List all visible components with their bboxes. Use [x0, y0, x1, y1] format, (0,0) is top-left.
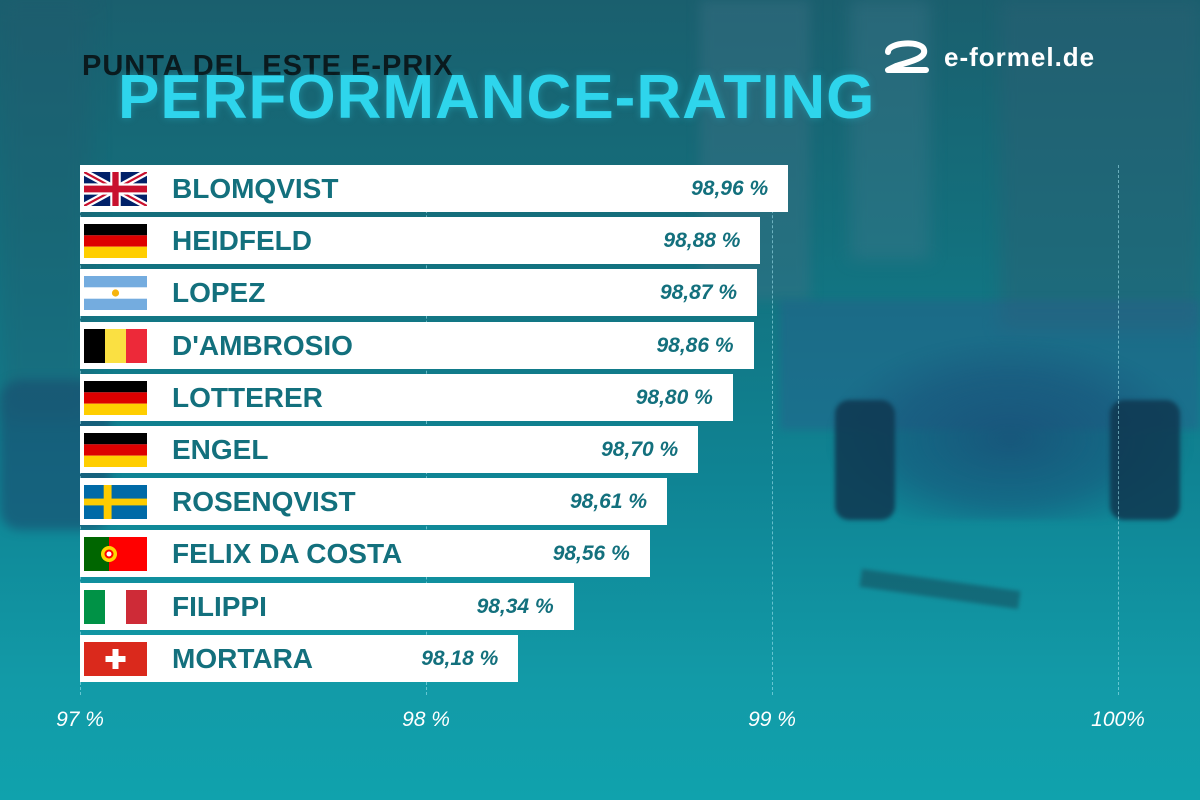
event-subtitle: PUNTA DEL ESTE E-PRIX [82, 50, 454, 82]
x-gridline [772, 165, 773, 695]
portugal-flag [84, 537, 147, 572]
e-formel-logo-icon [885, 40, 929, 73]
bar: LOTTERER 98,80 % [80, 373, 733, 421]
bar-value-label: 98,70 % [601, 438, 679, 461]
x-tick-label: 99 % [748, 708, 796, 731]
x-tick-label: 98 % [402, 708, 450, 731]
x-gridline [1118, 165, 1119, 695]
bar-value-label: 98,96 % [691, 177, 769, 200]
driver-name-label: BLOMQVIST [172, 173, 339, 204]
driver-name-label: ROSENQVIST [172, 486, 356, 518]
bar: HEIDFELD 98,88 % [80, 217, 761, 265]
uk-flag [84, 172, 147, 206]
bar-value-label: 98,86 % [656, 333, 734, 357]
germany-flag [84, 224, 147, 259]
driver-name-label: D'AMBROSIO [172, 329, 353, 361]
italy-flag [84, 589, 147, 624]
driver-name-label: LOPEZ [172, 277, 266, 309]
bar: FILIPPI 98,34 % [80, 582, 574, 630]
chart-title: PERFORMANCE-RATING [118, 63, 876, 132]
bar: BLOMQVIST 98,96 % [80, 165, 789, 212]
logo-text: e-formel.de [944, 42, 1096, 72]
bar-value-label: 98,61 % [569, 490, 648, 514]
driver-name-label: HEIDFELD [172, 225, 312, 257]
bar-value-label: 98,56 % [552, 542, 630, 566]
driver-name-label: FELIX DA COSTA [172, 538, 403, 570]
driver-name-label: FILIPPI [172, 590, 267, 622]
bar-value-label: 98,18 % [421, 646, 499, 670]
germany-flag [84, 433, 147, 467]
belgium-flag [84, 328, 147, 363]
x-tick-label: 100% [1091, 708, 1145, 731]
driver-name-label: MORTARA [172, 642, 314, 674]
bar-value-label: 98,34 % [476, 594, 554, 618]
driver-name-label: LOTTERER [172, 381, 323, 413]
bar-value-label: 98,87 % [659, 281, 738, 305]
argentina-flag [84, 276, 147, 311]
x-tick-label: 97 % [56, 708, 104, 731]
bar: LOPEZ 98,87 % [80, 269, 758, 317]
bar: MORTARA 98,18 % [80, 634, 519, 682]
germany-flag [84, 380, 147, 415]
bar-value-label: 98,88 % [663, 229, 741, 253]
bar: D'AMBROSIO 98,86 % [80, 321, 754, 369]
sweden-flag [84, 485, 147, 520]
bar: ROSENQVIST 98,61 % [80, 478, 668, 526]
switzerland-flag [84, 641, 147, 676]
bar: ENGEL 98,70 % [80, 426, 699, 473]
driver-name-label: ENGEL [172, 434, 269, 465]
brand-logo: e-formel.de [882, 38, 1122, 78]
bar: FELIX DA COSTA 98,56 % [80, 530, 650, 578]
bar-value-label: 98,80 % [635, 385, 713, 409]
